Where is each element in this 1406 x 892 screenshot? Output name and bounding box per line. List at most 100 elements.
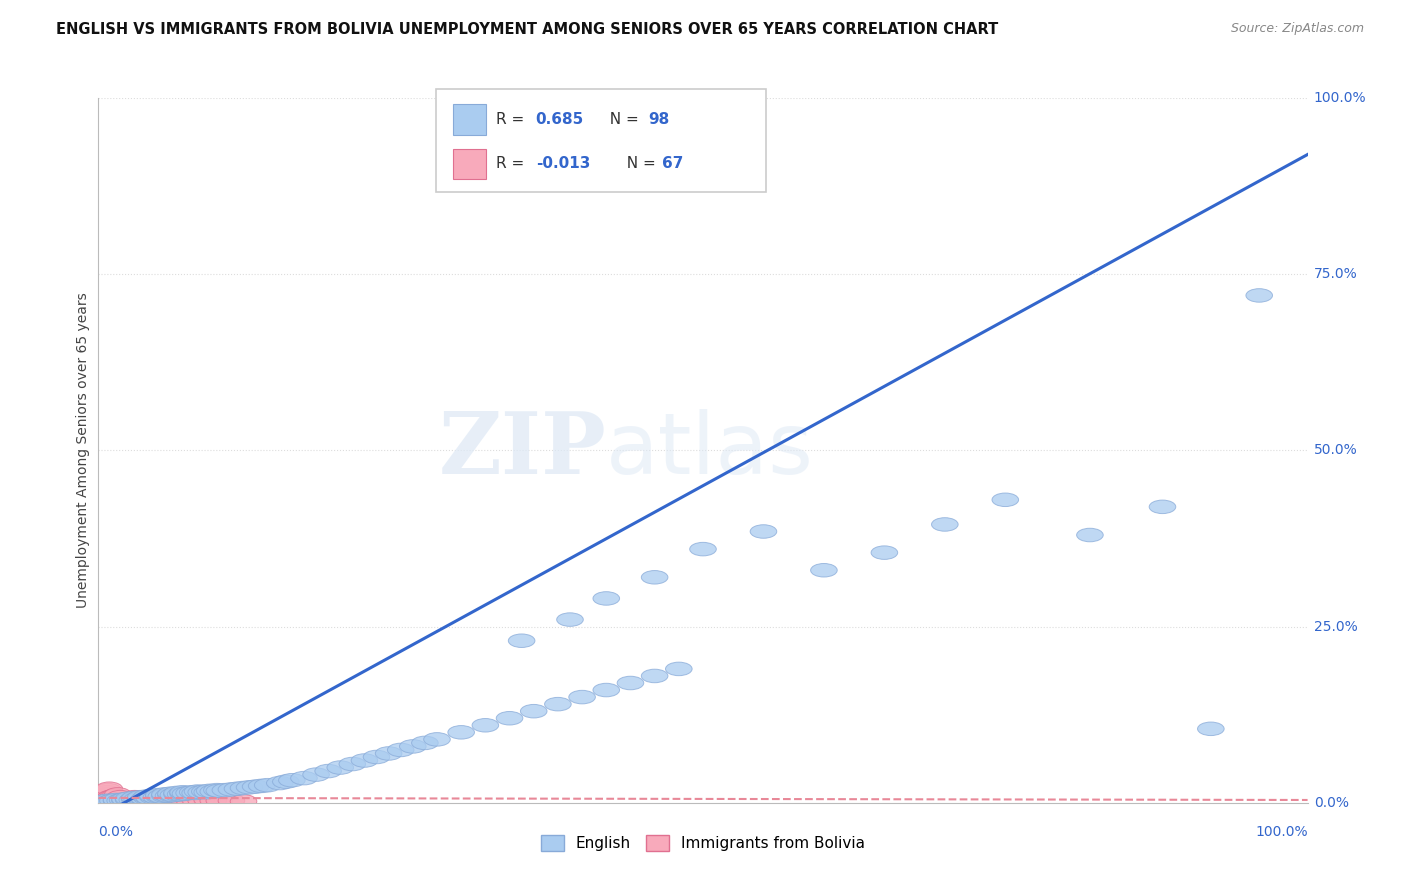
Ellipse shape xyxy=(108,794,135,807)
Ellipse shape xyxy=(267,776,292,789)
Ellipse shape xyxy=(339,757,366,771)
Ellipse shape xyxy=(157,787,184,800)
Ellipse shape xyxy=(1246,289,1272,302)
Text: N =: N = xyxy=(617,156,661,171)
Ellipse shape xyxy=(236,780,263,794)
Ellipse shape xyxy=(103,793,129,806)
Ellipse shape xyxy=(120,792,146,806)
Ellipse shape xyxy=(509,634,534,648)
Ellipse shape xyxy=(93,794,120,807)
Ellipse shape xyxy=(91,789,118,803)
Ellipse shape xyxy=(207,784,232,797)
Ellipse shape xyxy=(94,783,121,797)
Text: Source: ZipAtlas.com: Source: ZipAtlas.com xyxy=(1230,22,1364,36)
Ellipse shape xyxy=(107,794,134,807)
Ellipse shape xyxy=(170,786,197,799)
Ellipse shape xyxy=(115,793,142,806)
Ellipse shape xyxy=(176,786,202,800)
Ellipse shape xyxy=(134,790,160,804)
Ellipse shape xyxy=(111,792,138,806)
Ellipse shape xyxy=(129,792,155,805)
Text: -0.013: -0.013 xyxy=(536,156,591,171)
Ellipse shape xyxy=(249,779,276,793)
Ellipse shape xyxy=(152,792,179,805)
Ellipse shape xyxy=(103,792,129,806)
Text: 0.685: 0.685 xyxy=(536,112,583,127)
Ellipse shape xyxy=(120,793,146,806)
Ellipse shape xyxy=(115,792,142,805)
Text: 0.0%: 0.0% xyxy=(1313,796,1348,810)
Ellipse shape xyxy=(146,792,172,805)
Ellipse shape xyxy=(231,795,257,808)
Text: R =: R = xyxy=(496,112,530,127)
Ellipse shape xyxy=(110,793,136,806)
Ellipse shape xyxy=(160,789,187,802)
Ellipse shape xyxy=(242,780,269,793)
Ellipse shape xyxy=(101,794,128,807)
Ellipse shape xyxy=(218,794,245,807)
Ellipse shape xyxy=(218,782,245,797)
Ellipse shape xyxy=(423,732,450,746)
Ellipse shape xyxy=(157,792,184,805)
Ellipse shape xyxy=(200,785,226,798)
Ellipse shape xyxy=(181,786,208,800)
Ellipse shape xyxy=(160,792,187,806)
Ellipse shape xyxy=(184,785,211,798)
Ellipse shape xyxy=(278,773,305,787)
Text: 100.0%: 100.0% xyxy=(1256,825,1308,839)
Ellipse shape xyxy=(100,795,127,808)
Ellipse shape xyxy=(115,792,142,806)
Ellipse shape xyxy=(180,786,207,799)
Ellipse shape xyxy=(124,792,150,806)
Ellipse shape xyxy=(97,794,124,807)
Text: 50.0%: 50.0% xyxy=(1313,443,1357,458)
Ellipse shape xyxy=(107,790,134,804)
Ellipse shape xyxy=(112,792,139,806)
Ellipse shape xyxy=(224,782,250,796)
Legend: English, Immigrants from Bolivia: English, Immigrants from Bolivia xyxy=(533,827,873,859)
Ellipse shape xyxy=(121,792,148,806)
Ellipse shape xyxy=(121,790,148,804)
Ellipse shape xyxy=(143,790,170,804)
Ellipse shape xyxy=(751,524,776,538)
Ellipse shape xyxy=(1077,528,1104,541)
Ellipse shape xyxy=(328,761,353,774)
Ellipse shape xyxy=(363,750,389,764)
Ellipse shape xyxy=(134,792,160,805)
Ellipse shape xyxy=(98,794,125,807)
Ellipse shape xyxy=(148,789,174,803)
Ellipse shape xyxy=(97,793,124,806)
Ellipse shape xyxy=(641,571,668,584)
Y-axis label: Unemployment Among Seniors over 65 years: Unemployment Among Seniors over 65 years xyxy=(76,293,90,608)
Ellipse shape xyxy=(103,795,129,808)
Text: 0.0%: 0.0% xyxy=(98,825,134,839)
Ellipse shape xyxy=(134,791,160,805)
Ellipse shape xyxy=(115,791,142,805)
Ellipse shape xyxy=(665,662,692,675)
Ellipse shape xyxy=(117,792,143,805)
Ellipse shape xyxy=(188,786,215,799)
Ellipse shape xyxy=(170,792,197,806)
Text: N =: N = xyxy=(600,112,644,127)
Text: 25.0%: 25.0% xyxy=(1313,620,1357,633)
Ellipse shape xyxy=(170,787,197,800)
Text: 67: 67 xyxy=(662,156,683,171)
Ellipse shape xyxy=(94,794,121,807)
Ellipse shape xyxy=(94,795,120,808)
Ellipse shape xyxy=(315,764,342,778)
Ellipse shape xyxy=(96,782,122,796)
Ellipse shape xyxy=(496,712,523,725)
Ellipse shape xyxy=(110,792,136,805)
Ellipse shape xyxy=(212,783,239,797)
Ellipse shape xyxy=(136,791,163,805)
Ellipse shape xyxy=(97,795,124,808)
Ellipse shape xyxy=(121,792,148,805)
Ellipse shape xyxy=(121,791,148,805)
Ellipse shape xyxy=(200,794,226,807)
Ellipse shape xyxy=(449,725,474,739)
Ellipse shape xyxy=(181,793,208,806)
Ellipse shape xyxy=(104,788,131,801)
Ellipse shape xyxy=(111,794,138,807)
Ellipse shape xyxy=(134,789,160,803)
Ellipse shape xyxy=(155,789,181,803)
